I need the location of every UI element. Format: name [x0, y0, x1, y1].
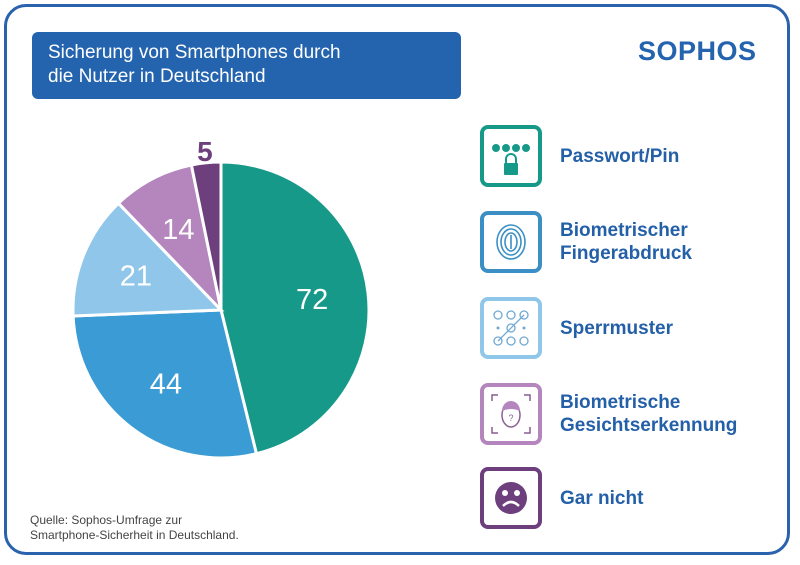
lock-password-icon	[480, 125, 542, 187]
legend-label-line: Biometrischer	[560, 220, 688, 241]
legend-item-sperrmuster: Sperrmuster	[480, 297, 780, 361]
sad-face-icon	[480, 467, 542, 529]
source-line: Smartphone-Sicherheit in Deutschland.	[30, 528, 239, 542]
data-label: 21	[120, 261, 152, 293]
pie-slice	[71, 201, 225, 318]
legend-item-fingerabdruck: Biometrischer Fingerabdruck	[480, 211, 780, 275]
legend-label: Sperrmuster	[560, 318, 673, 339]
pie-slice	[116, 163, 224, 315]
legend-label-line: Fingerabdruck	[560, 243, 692, 264]
legend-item-passwort: Passwort/Pin	[480, 125, 780, 189]
legend-label: Biometrische Gesichtserkennung	[560, 391, 737, 437]
source-note: Quelle: Sophos-Umfrage zur Smartphone-Si…	[30, 513, 239, 543]
data-label: 14	[162, 214, 194, 246]
legend-item-gar-nicht: Gar nicht	[480, 467, 780, 531]
pie-slice	[189, 160, 223, 311]
legend-label: Passwort/Pin	[560, 146, 680, 167]
legend-label-line: Gesichtserkennung	[560, 415, 738, 436]
fingerprint-icon	[480, 211, 542, 273]
pie-slice	[219, 160, 371, 456]
legend-item-gesichtserkennung: ? Biometrische Gesichtserkennung	[480, 383, 780, 447]
data-label: 72	[296, 284, 328, 316]
pattern-lock-icon	[480, 297, 542, 359]
legend-label: Biometrischer Fingerabdruck	[560, 219, 692, 265]
data-label: 5	[197, 136, 213, 167]
data-label: 44	[150, 368, 182, 400]
legend-label: Gar nicht	[560, 488, 644, 509]
title-line-2: die Nutzer in Deutschland	[48, 66, 266, 87]
pie-slice	[71, 308, 259, 460]
title-line-1: Sicherung von Smartphones durch	[48, 42, 341, 63]
svg-text:?: ?	[508, 413, 513, 423]
face-scan-icon: ?	[480, 383, 542, 445]
legend-label-line: Biometrische	[560, 392, 681, 413]
card-frame	[4, 4, 790, 555]
source-line: Quelle: Sophos-Umfrage zur	[30, 513, 183, 527]
chart-title: Sicherung von Smartphones durch die Nutz…	[32, 32, 461, 99]
sophos-logo: SOPHOS	[638, 36, 757, 66]
